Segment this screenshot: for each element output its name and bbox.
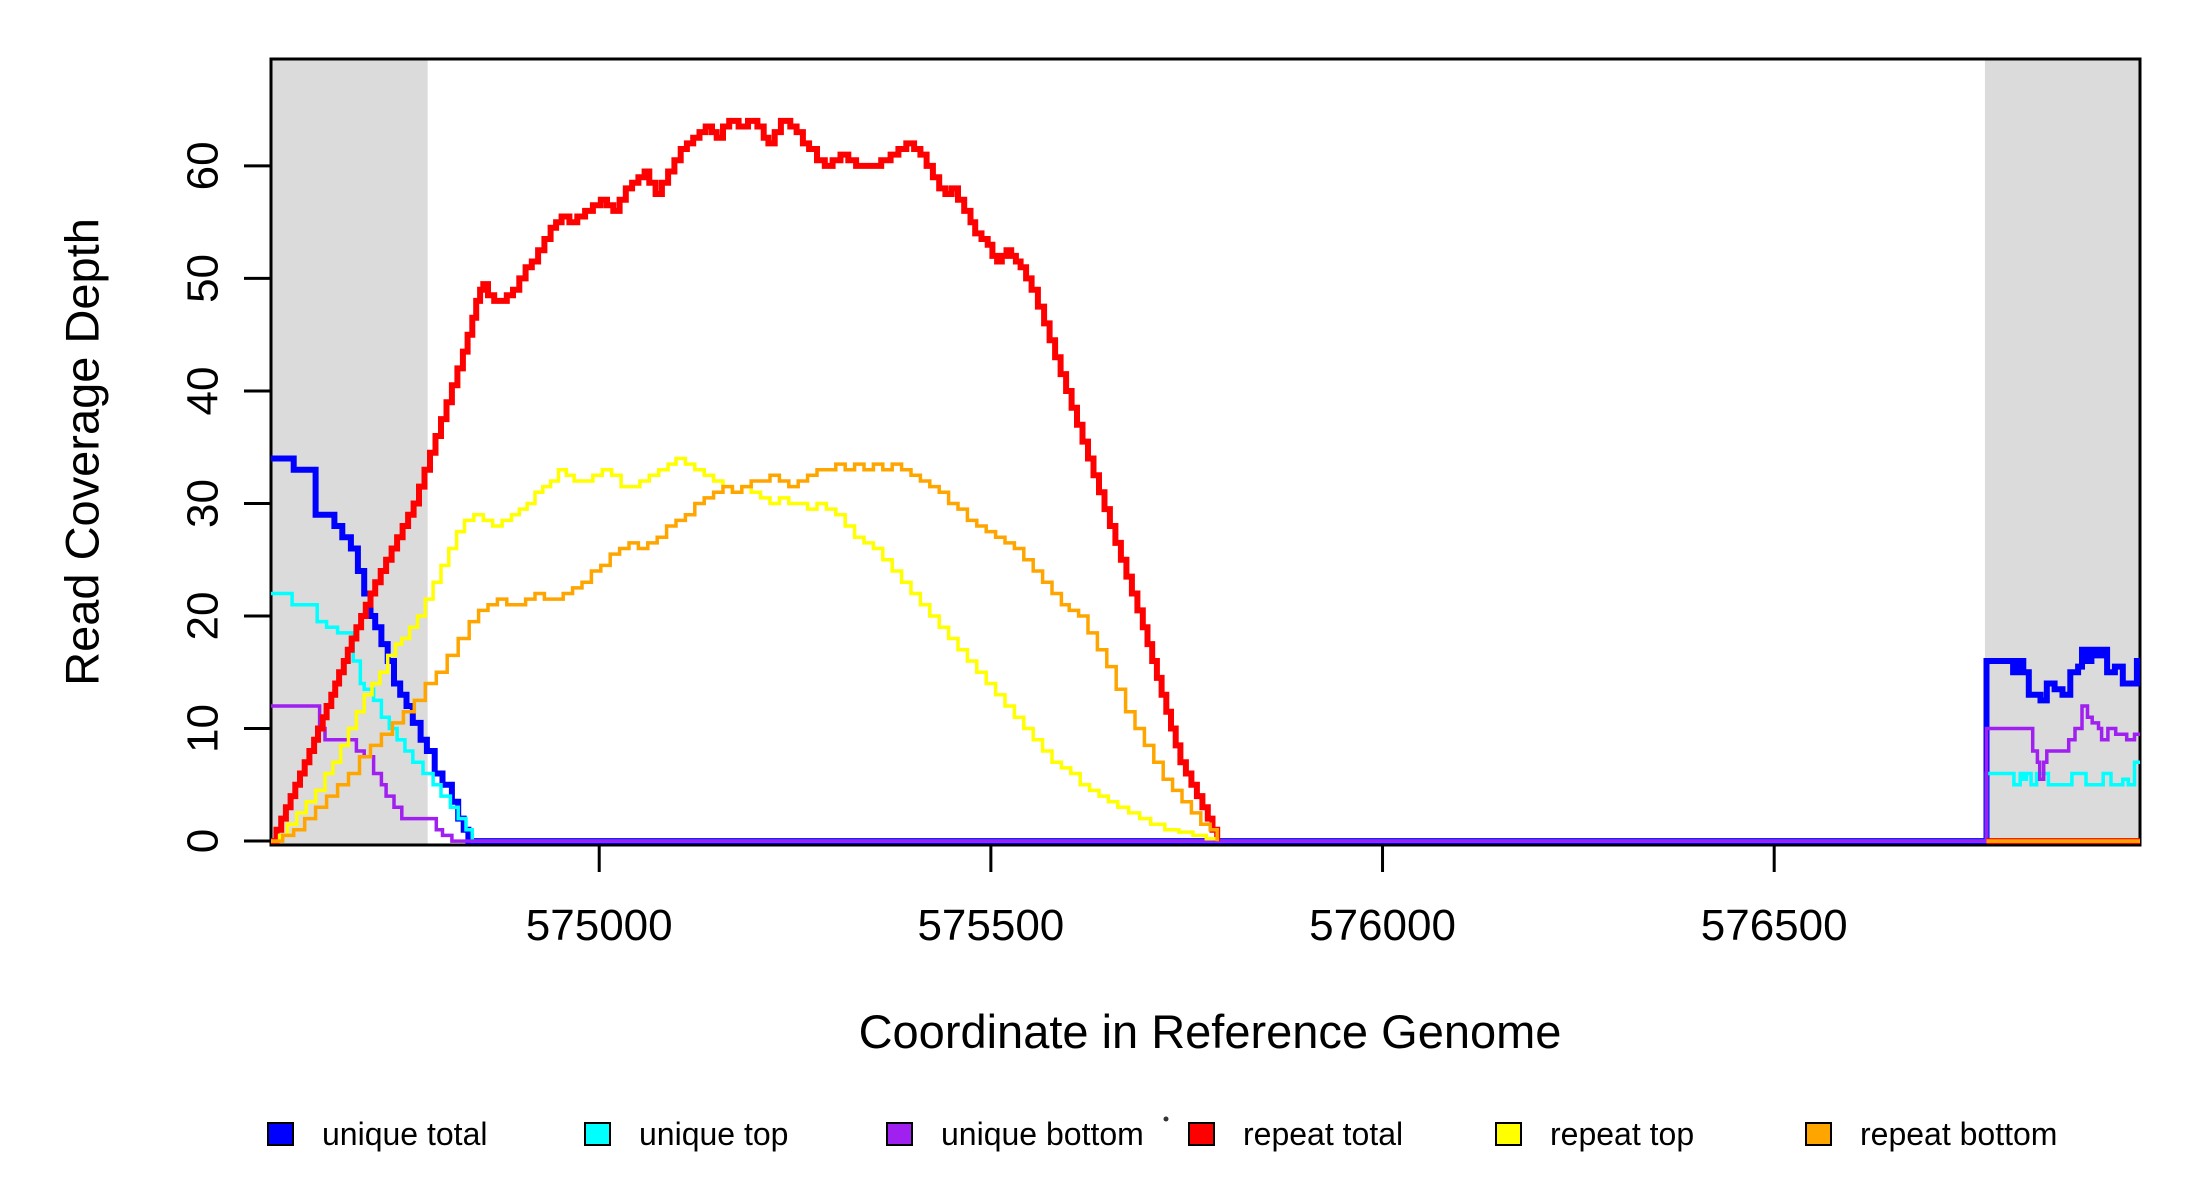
- y-tick-label: 40: [179, 366, 228, 415]
- y-tick-label: 60: [179, 141, 228, 190]
- series-repeat-top: [271, 456, 1219, 843]
- y-tick-label: 10: [179, 704, 228, 753]
- x-tick-label: 575500: [917, 901, 1064, 950]
- y-axis-title: Read Coverage Depth: [55, 218, 109, 686]
- series-unique-top: [271, 591, 2140, 843]
- y-tick-label: 50: [179, 254, 228, 303]
- x-tick-label: 576000: [1309, 901, 1456, 950]
- highlight-region: [271, 59, 428, 845]
- stray-dot: [1163, 1116, 1169, 1122]
- x-tick-label: 575000: [526, 901, 673, 950]
- y-tick-label: 0: [179, 829, 228, 853]
- x-axis-title: Coordinate in Reference Genome: [858, 1005, 1562, 1058]
- highlight-region: [1984, 59, 2140, 845]
- y-tick-label: 30: [179, 479, 228, 528]
- series-unique-total: [271, 455, 2140, 845]
- series-repeat-bottom: [271, 462, 1219, 843]
- x-tick-label: 576500: [1701, 901, 1848, 950]
- plot-box: [269, 57, 2142, 847]
- series-repeat-total: [271, 117, 1221, 845]
- y-tick-label: 20: [179, 592, 228, 641]
